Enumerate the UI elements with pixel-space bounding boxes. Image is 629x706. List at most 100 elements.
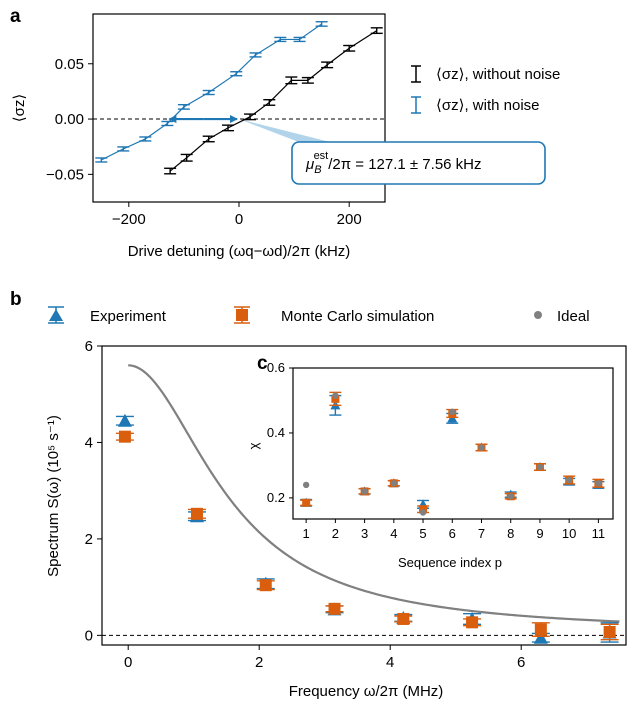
y-tick-label: 6 [85,338,93,355]
x-tick-label: 11 [592,526,606,541]
legend-experiment: Experiment [48,306,167,325]
y-tick-label: 0.6 [267,360,285,375]
y-tick-label: 4 [85,434,93,451]
data-point-errorbar [301,76,314,84]
x-tick-label: 8 [507,526,514,541]
legend-monte-carlo: Monte Carlo simulation [234,306,434,325]
legend-label-without-noise: ⟨σz⟩, without noise [436,66,560,83]
panel-b-series [115,413,619,644]
ideal-marker [302,481,310,489]
panel-b-legend: Experiment Monte Carlo simulation Ideal [48,306,590,325]
panel-letter-a: a [10,6,21,27]
panel-letter-c: c [257,353,268,374]
data-point-errorbar [139,136,152,142]
legend-label-with-noise: ⟨σz⟩, with noise [436,97,540,114]
panel-a-ylabel: ⟨σz⟩ [11,94,28,122]
monte-carlo-marker [397,612,410,625]
x-tick-label: 3 [361,526,368,541]
legend-with-noise: ⟨σz⟩, with noise [411,96,540,114]
x-tick-label: 200 [337,211,362,228]
ideal-marker [536,463,544,471]
x-tick-label: 4 [386,654,394,671]
panel-b-xlabel: Frequency ω/2π (MHz) [289,683,444,700]
x-tick-label: 5 [419,526,426,541]
panel-a-series [95,21,383,175]
annotation-wedge [239,119,330,154]
ideal-marker [390,480,398,487]
y-tick-label: 2 [85,531,93,548]
x-tick-label: 1 [303,526,310,541]
data-point-errorbar [370,27,383,35]
x-tick-label: 7 [478,526,485,541]
x-tick-label: −200 [112,211,146,228]
monte-carlo-marker [419,505,428,514]
panel-c-series [300,391,605,516]
monte-carlo-marker [534,623,547,636]
x-tick-label: 10 [562,526,576,541]
panel-c-inset-chart: 1 2 3 4 5 6 7 8 9 10 110.20.40.6 Sequence index p … [246,360,614,570]
ideal-marker [595,480,602,487]
annotation-text: μBest/2π = 127.1 ± 7.56 kHz [305,150,482,176]
y-tick-label: 0.4 [267,425,285,440]
x-tick-label: 2 [332,526,339,541]
panel-a-axes: −200 0 200 −0.05 0.00 0.05 [46,56,362,228]
x-tick-label: 9 [536,526,543,541]
panel-b-frame [101,345,627,646]
data-point-errorbar [230,71,243,77]
annotation-box [291,141,546,185]
y-tick-label: 0.05 [55,56,84,73]
x-tick-label: 0 [124,654,132,671]
legend-label-ideal: Ideal [557,308,590,325]
data-point-errorbar [343,44,356,52]
panel-a-xlabel: Drive detuning (ωq−ωd)/2π (kHz) [128,243,351,260]
legend-label-monte-carlo: Monte Carlo simulation [281,308,434,325]
panel-a-legend: ⟨σz⟩, without noise ⟨σz⟩, with noise [411,65,560,114]
monte-carlo-marker [118,430,131,443]
y-tick-label: 0.2 [267,490,285,505]
ideal-marker [332,392,339,399]
legend-without-noise: ⟨σz⟩, without noise [411,65,560,83]
panel-a-chart: −200 0 200 −0.05 0.00 0.05 μBest/2π = 127.1 ±… [11,13,560,260]
monte-carlo-marker [259,579,272,592]
monte-carlo-marker [328,602,341,615]
data-point-errorbar [180,153,193,162]
experiment-marker [533,630,548,644]
data-point-errorbar [161,120,174,127]
data-point-errorbar [221,124,234,132]
y-tick-label: 0.00 [55,111,84,128]
monte-carlo-marker [190,507,203,520]
y-tick-label: −0.05 [46,166,84,183]
data-point-errorbar [321,61,334,69]
ideal-curve-path [128,364,620,623]
data-point-errorbar [285,76,298,85]
ideal-marker [419,509,427,516]
panel-b-chart: 0 2 4 6 0 2 4 6 Frequency ω/2π (MHz) Spectrum S… [45,306,627,700]
x-tick-label: 6 [449,526,456,541]
legend-ideal: Ideal [534,308,590,325]
data-point-errorbar [202,89,215,96]
monte-carlo-marker [603,625,616,638]
panel-c-xlabel: Sequence index p [398,555,502,570]
ideal-marker [565,476,573,484]
ideal-marker [478,444,485,451]
panel-b-axes: 0 2 4 6 0 2 4 6 [85,338,526,671]
x-tick-label: 2 [255,654,263,671]
data-point-errorbar [202,135,215,143]
ideal-marker [507,493,514,500]
monte-carlo-marker [331,394,340,403]
panel-b-ylabel: Spectrum S(ω) (10⁵ s⁻¹) [45,415,62,577]
experiment-marker [117,413,132,427]
data-point-errorbar [249,52,262,58]
x-tick-label: 4 [390,526,397,541]
data-point-errorbar [293,36,306,43]
panel-b-ideal-curve [128,364,620,623]
data-point-errorbar [244,113,257,121]
panel-c-axes: 1 2 3 4 5 6 7 8 9 10 11 0.2 0.4 0.6 [267,360,605,541]
ideal-marker [449,408,456,416]
data-point-errorbar [263,99,276,106]
panel-letter-b: b [10,289,22,310]
data-point-errorbar [274,36,287,43]
x-tick-label: 6 [517,654,525,671]
x-tick-label: 0 [235,211,243,228]
ideal-marker [361,488,368,495]
